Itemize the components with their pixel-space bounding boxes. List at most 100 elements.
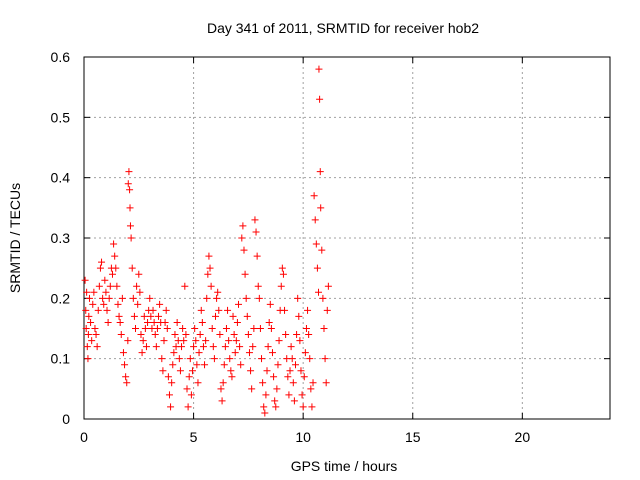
data-point <box>158 355 166 363</box>
data-point <box>218 397 226 405</box>
data-point <box>222 325 230 332</box>
data-point <box>262 391 270 399</box>
data-point <box>185 373 193 381</box>
data-point <box>284 373 292 381</box>
data-point <box>119 349 127 357</box>
data-point <box>315 288 323 296</box>
data-point <box>323 306 331 314</box>
data-point <box>199 343 207 351</box>
data-point <box>197 306 205 314</box>
data-point <box>265 318 273 326</box>
data-point <box>255 294 263 302</box>
data-point <box>101 276 109 284</box>
data-point <box>151 331 159 339</box>
data-point <box>261 409 269 417</box>
data-point <box>231 349 239 357</box>
data-point <box>124 180 132 188</box>
data-point <box>313 264 321 272</box>
data-point <box>228 373 236 381</box>
data-point <box>130 312 138 320</box>
y-tick-label: 0.5 <box>51 109 71 125</box>
data-point <box>85 312 93 320</box>
data-point <box>136 288 144 296</box>
data-point <box>82 306 90 314</box>
data-point <box>226 355 234 363</box>
data-point <box>288 355 296 363</box>
data-point <box>206 264 214 272</box>
data-point <box>85 294 93 302</box>
data-point <box>224 306 232 314</box>
data-point <box>176 367 184 375</box>
data-point <box>128 264 136 272</box>
data-point <box>253 252 261 260</box>
data-point <box>249 343 257 351</box>
data-point <box>127 234 135 242</box>
data-point <box>316 95 324 103</box>
data-point <box>230 331 238 339</box>
data-point <box>194 379 202 387</box>
data-point <box>96 264 104 272</box>
data-point <box>317 204 325 212</box>
data-point <box>241 270 249 278</box>
data-point <box>179 325 187 332</box>
data-point <box>168 379 176 387</box>
data-point <box>208 325 216 332</box>
data-point <box>153 325 161 332</box>
data-point <box>193 361 201 369</box>
data-point <box>242 294 250 302</box>
plot-frame <box>83 56 611 420</box>
data-points <box>81 65 332 417</box>
data-point <box>291 361 299 369</box>
data-point <box>204 270 212 278</box>
data-point <box>229 312 237 320</box>
data-point <box>225 337 233 345</box>
x-axis-label: GPS time / hours <box>291 458 398 474</box>
data-point <box>272 403 280 411</box>
x-tick-label: 5 <box>190 429 198 445</box>
data-point <box>214 288 222 296</box>
data-point <box>236 343 244 351</box>
data-point <box>285 391 293 399</box>
data-point <box>305 331 313 339</box>
data-point <box>188 367 196 375</box>
data-point <box>129 294 137 302</box>
data-point <box>91 325 99 332</box>
data-point <box>147 312 155 320</box>
data-point <box>102 288 110 296</box>
data-point <box>88 337 96 345</box>
y-axis-label: SRMTID / TECUs <box>7 183 23 293</box>
y-tick-label: 0.2 <box>51 290 71 306</box>
data-point <box>159 367 167 375</box>
data-point <box>93 343 101 351</box>
data-point <box>178 343 186 351</box>
data-point <box>319 294 327 302</box>
data-point <box>190 343 198 351</box>
data-point <box>83 343 91 351</box>
data-point <box>308 403 316 411</box>
data-point <box>106 282 114 290</box>
data-point <box>126 204 134 212</box>
data-point <box>250 325 258 332</box>
data-point <box>173 318 181 326</box>
data-point <box>195 349 203 357</box>
data-point <box>100 300 108 308</box>
data-point <box>126 222 134 230</box>
data-point <box>300 373 308 381</box>
data-point <box>183 385 191 393</box>
data-point <box>164 373 172 381</box>
data-point <box>94 306 102 314</box>
data-point <box>198 318 206 326</box>
data-point <box>268 349 276 357</box>
data-point <box>221 343 229 351</box>
data-point <box>286 367 294 375</box>
data-point <box>117 331 125 339</box>
data-point <box>244 331 252 339</box>
data-point <box>162 306 170 314</box>
data-point <box>160 337 168 345</box>
data-point <box>264 343 272 351</box>
data-point <box>294 294 302 302</box>
data-point <box>296 337 304 345</box>
data-point <box>116 318 124 326</box>
data-point <box>126 186 134 194</box>
